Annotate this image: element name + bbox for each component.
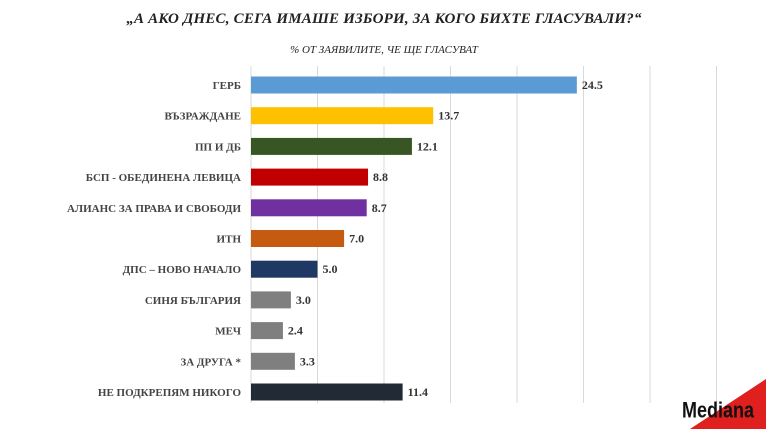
bar [251,322,283,340]
category-label: ВЪЗРАЖДАНЕ [164,111,241,123]
bar [251,383,403,401]
logo-red-triangle [690,379,766,429]
bar [251,291,291,309]
value-label: 3.0 [296,293,311,307]
category-label: ИТН [217,234,242,246]
value-label: 13.7 [438,109,459,123]
category-label: ДПС – НОВО НАЧАЛО [123,264,242,276]
category-label: СИНЯ БЪЛГАРИЯ [145,295,241,307]
category-labels: ГЕРБ ВЪЗРАЖДАНЕ ПП И ДБ БСП - ОБЕДИНЕНА ЛЕВ… [67,80,242,399]
category-label: БСП - ОБЕДИНЕНА ЛЕВИЦА [86,172,241,184]
value-label: 2.4 [288,324,303,338]
chart-title: „А АКО ДНЕС, СЕГА ИМАШЕ ИЗБОРИ, ЗА КОГО … [126,11,642,27]
bar [251,76,577,94]
value-label: 24.5 [582,78,603,92]
value-label: 7.0 [349,232,364,246]
category-label: МЕЧ [215,326,241,338]
value-label: 3.3 [300,354,315,368]
value-label: 11.4 [408,385,428,399]
bar [251,352,295,370]
bar [251,199,367,217]
bar [251,168,369,186]
category-label: ЗА ДРУГА * [180,356,241,368]
chart-subtitle: % ОТ ЗАЯВИЛИТЕ, ЧЕ ЩЕ ГЛАСУВАТ [290,44,478,56]
mediana-logo: Mediana [682,379,766,429]
bar [251,137,412,155]
category-label: ПП И ДБ [195,141,241,153]
value-label: 8.8 [373,170,388,184]
value-labels: 24.5 13.7 12.1 8.8 8.7 7.0 5.0 3.0 2.4 3.3 11.4 [288,78,603,399]
bar [251,260,318,278]
value-label: 12.1 [417,139,438,153]
bar [251,230,345,247]
bar [251,107,434,125]
category-label: ГЕРБ [213,80,241,92]
value-label: 5.0 [323,262,338,276]
logo-text: Mediana [682,399,755,423]
value-label: 8.7 [372,201,387,215]
category-label: АЛИАНС ЗА ПРАВА И СВОБОДИ [67,203,241,215]
bars [251,76,577,401]
category-label: НЕ ПОДКРЕПЯМ НИКОГО [98,387,242,399]
